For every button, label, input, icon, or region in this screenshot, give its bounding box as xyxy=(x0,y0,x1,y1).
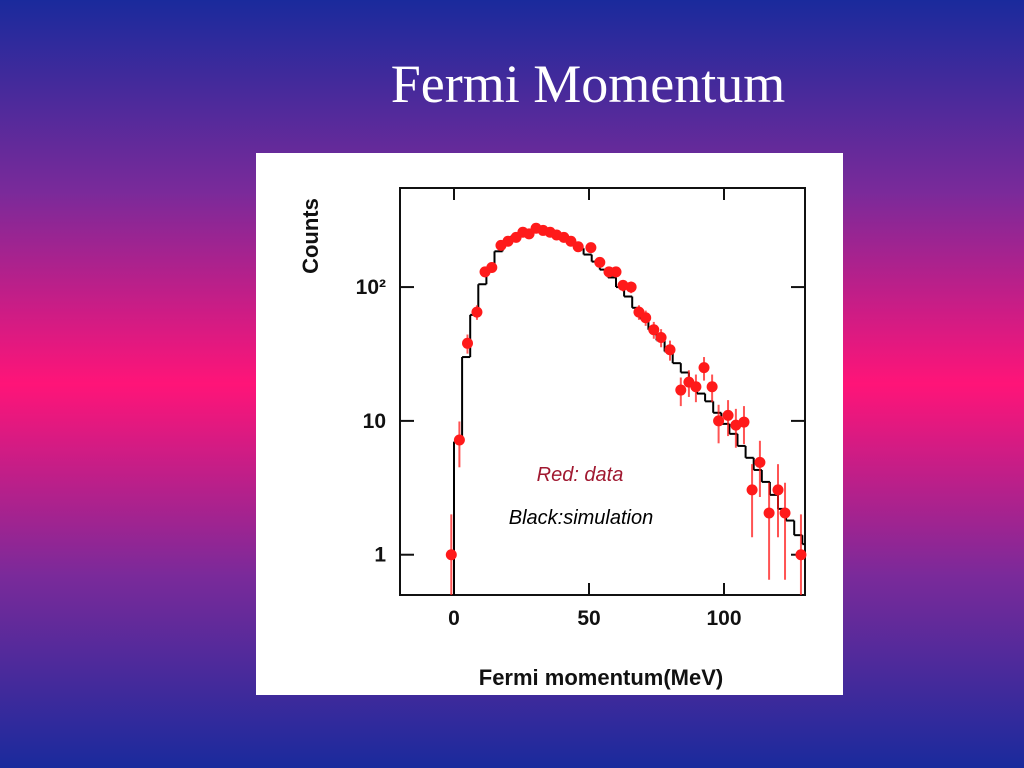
x-tick-label: 50 xyxy=(577,607,600,630)
data-point xyxy=(462,337,473,349)
data-point xyxy=(648,324,660,336)
data-point xyxy=(445,549,457,561)
data-point xyxy=(640,312,652,324)
data-point xyxy=(754,456,766,468)
y-axis-label: Counts xyxy=(298,198,323,274)
x-axis-label: Fermi momentum(MeV) xyxy=(479,665,723,690)
data-point xyxy=(779,507,791,519)
x-tick-label: 100 xyxy=(706,607,741,630)
data-point xyxy=(585,242,597,254)
data-point xyxy=(706,381,718,393)
data-point xyxy=(738,416,750,428)
data-point xyxy=(772,484,784,496)
y-tick-label: 10 xyxy=(363,410,386,433)
y-tick-label: 10² xyxy=(356,276,386,299)
data-point xyxy=(698,362,710,374)
data-point xyxy=(713,415,725,427)
data-point xyxy=(690,381,702,393)
y-tick-label: 1 xyxy=(374,544,386,567)
data-point xyxy=(572,241,584,253)
plot-frame xyxy=(399,187,806,596)
data-point xyxy=(763,507,775,519)
x-tick-label: 0 xyxy=(448,607,460,630)
data-point xyxy=(655,331,667,343)
data-point xyxy=(722,409,734,421)
legend-data: Red: data xyxy=(537,464,624,486)
slide-title: Fermi Momentum xyxy=(391,54,785,114)
data-point xyxy=(594,256,606,268)
data-point xyxy=(675,384,687,396)
data-point xyxy=(664,344,676,356)
data-point xyxy=(486,262,498,274)
data-point xyxy=(795,549,807,561)
data-point xyxy=(746,484,758,496)
data-point xyxy=(625,281,637,293)
data-point xyxy=(453,434,465,446)
data-point xyxy=(471,306,483,318)
data-point xyxy=(610,266,622,278)
legend-simulation: Black:simulation xyxy=(509,507,654,529)
